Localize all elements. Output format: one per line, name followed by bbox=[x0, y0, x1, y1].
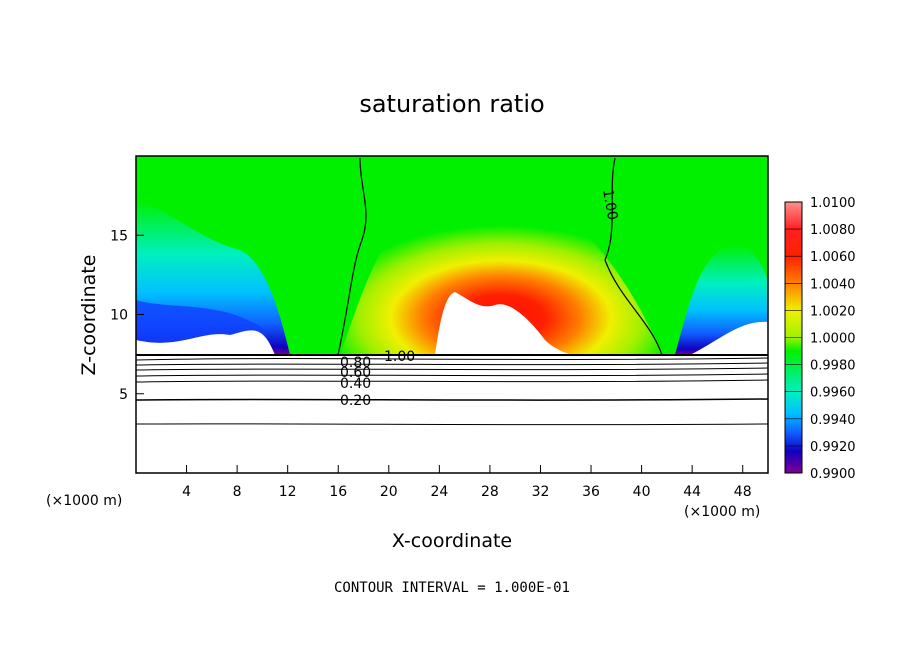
x-tick-label: 44 bbox=[683, 484, 701, 500]
contour-line-right bbox=[604, 157, 663, 356]
colorbar-label: 0.9920 bbox=[810, 440, 856, 455]
x-tick-label: 28 bbox=[481, 484, 499, 500]
contour-label-6: 0.20 bbox=[340, 393, 371, 409]
central-plume bbox=[340, 186, 662, 355]
x-tick-label: 48 bbox=[734, 484, 752, 500]
y-axis-ticks: 5 10 15 bbox=[110, 228, 144, 403]
right-terrain bbox=[690, 321, 768, 355]
y-tick-label: 10 bbox=[110, 308, 128, 324]
left-terrain bbox=[136, 330, 275, 355]
y-tick-label: 15 bbox=[110, 228, 128, 244]
x-axis-ticks: 4 8 12 16 20 24 28 32 36 40 44 48 bbox=[182, 465, 752, 500]
contour-label-4: 0.60 bbox=[340, 365, 371, 381]
x-tick-label: 40 bbox=[633, 484, 651, 500]
x-tick-label: 8 bbox=[233, 484, 242, 500]
x-tick-label: 32 bbox=[532, 484, 550, 500]
colorbar-label: 0.9980 bbox=[810, 359, 856, 374]
contour-lines bbox=[135, 157, 769, 426]
x-tick-label: 36 bbox=[582, 484, 600, 500]
colorbar-label: 1.0060 bbox=[810, 250, 856, 265]
contour-line-a bbox=[135, 357, 769, 361]
x-tick-label: 24 bbox=[430, 484, 448, 500]
colorbar-label: 1.0100 bbox=[810, 196, 856, 211]
x-tick-label: 12 bbox=[279, 484, 297, 500]
contour-line-f bbox=[135, 398, 769, 401]
colorbar-label: 1.0020 bbox=[810, 304, 856, 319]
y-tick-label: 5 bbox=[119, 387, 128, 403]
x-tick-label: 16 bbox=[329, 484, 347, 500]
colorbar-label: 1.0040 bbox=[810, 277, 856, 292]
plot-field bbox=[136, 156, 768, 473]
contour-label-1: 1.00 bbox=[599, 188, 620, 221]
x-unit-left: (×1000 m) bbox=[46, 493, 122, 509]
colorbar-ticks: 1.0100 1.0080 1.0060 1.0040 1.0020 1.0000 0.99… bbox=[785, 196, 856, 482]
y-axis-label: Z-coordinate bbox=[78, 255, 100, 376]
contour-label-5: 0.40 bbox=[340, 376, 371, 392]
colorbar-label: 1.0000 bbox=[810, 332, 856, 347]
central-terrain bbox=[435, 292, 575, 355]
contour-line-c bbox=[135, 367, 769, 371]
x-tick-label: 4 bbox=[182, 484, 191, 500]
contour-line-g bbox=[135, 423, 769, 426]
chart-title: saturation ratio bbox=[359, 90, 544, 118]
contour-label-3: 0.80 bbox=[340, 355, 371, 371]
colorbar-label: 1.0080 bbox=[810, 223, 856, 238]
x-unit-right: (×1000 m) bbox=[684, 504, 760, 520]
colorbar-label: 0.9940 bbox=[810, 413, 856, 428]
contour-line-left bbox=[337, 157, 367, 356]
colorbar-label: 0.9900 bbox=[810, 467, 856, 482]
lower-region bbox=[136, 355, 768, 473]
contour-line-b bbox=[135, 362, 769, 366]
contour-line-e bbox=[135, 379, 769, 383]
contour-interval-note: CONTOUR INTERVAL = 1.000E-01 bbox=[334, 580, 570, 596]
x-tick-label: 20 bbox=[380, 484, 398, 500]
contour-label-2: 1.00 bbox=[384, 349, 415, 365]
contour-line-d bbox=[135, 373, 769, 377]
colorbar-label: 0.9960 bbox=[810, 386, 856, 401]
x-axis-label: X-coordinate bbox=[392, 530, 512, 552]
